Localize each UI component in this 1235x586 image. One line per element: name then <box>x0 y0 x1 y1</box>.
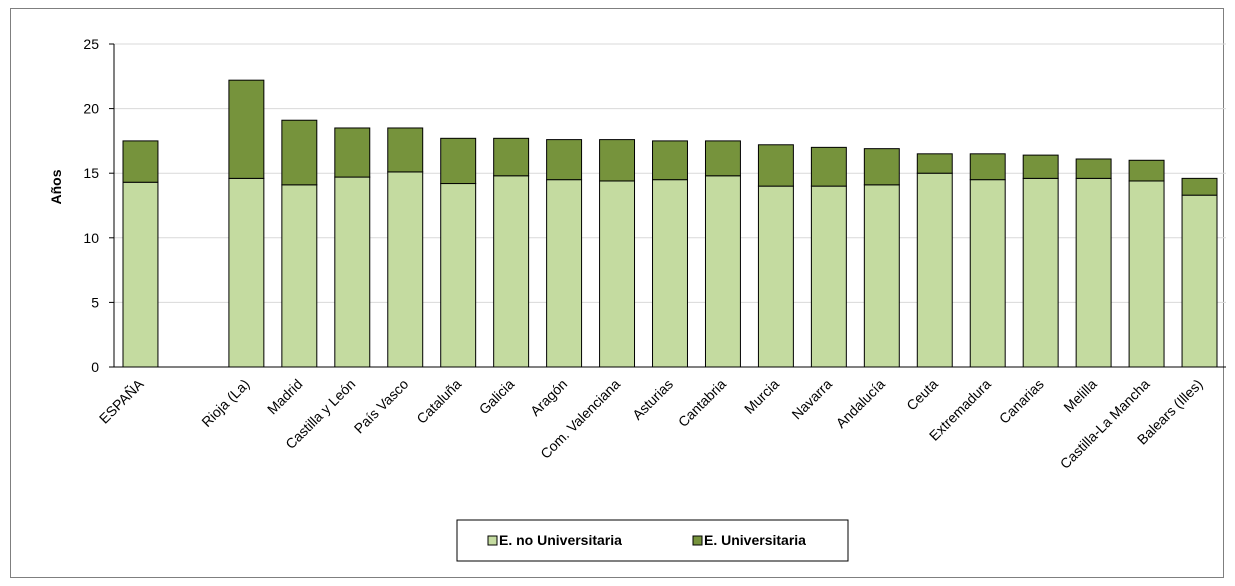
bars <box>122 79 1218 368</box>
bar-castilla-y-leon-e-universitaria <box>334 127 371 178</box>
bar-castilla-y-leon-e-no-universitaria <box>334 176 371 368</box>
bar-balears-illes-e-no-universitaria <box>1181 194 1218 368</box>
bar-navarra-e-universitaria <box>810 146 847 187</box>
x-tick-label-navarra: Navarra <box>788 376 835 423</box>
bar-com-valenciana-e-no-universitaria <box>599 180 636 368</box>
bar-espana-e-no-universitaria <box>122 181 159 368</box>
x-tick-label-cataluna: Cataluña <box>413 376 464 427</box>
bar-pais-vasco-e-universitaria <box>387 127 424 173</box>
y-tick-label-5: 5 <box>91 294 99 310</box>
bar-rioja-la-e-universitaria <box>228 79 265 179</box>
x-tick-label-galicia: Galicia <box>476 376 518 418</box>
legend: E. no Universitaria E. Universitaria <box>456 519 849 562</box>
bar-castilla-la-mancha-e-universitaria <box>1128 159 1165 182</box>
bar-rioja-la-e-no-universitaria <box>228 177 265 368</box>
bar-galicia-e-no-universitaria <box>493 175 530 368</box>
bar-madrid-e-no-universitaria <box>281 184 318 368</box>
bar-andalucia-e-universitaria <box>863 148 900 186</box>
bar-com-valenciana-e-universitaria <box>599 139 636 182</box>
y-axis-title: Años <box>48 169 64 204</box>
x-tick-label-cantabria: Cantabria <box>675 376 729 430</box>
legend-swatch-e-universitaria <box>692 535 703 546</box>
x-tick-label-rioja-la: Rioja (La) <box>198 376 252 430</box>
legend-label-e-universitaria: E. Universitaria <box>704 532 806 548</box>
bar-navarra-e-no-universitaria <box>810 185 847 368</box>
y-tick-label-0: 0 <box>91 359 99 375</box>
y-tick-label-25: 25 <box>83 36 99 52</box>
bar-espana-e-universitaria <box>122 140 159 183</box>
bar-asturias-e-universitaria <box>652 140 688 181</box>
axes <box>109 43 1226 368</box>
bar-melilla-e-universitaria <box>1075 158 1112 179</box>
bar-extremadura-e-universitaria <box>969 153 1006 181</box>
bar-madrid-e-universitaria <box>281 119 318 186</box>
x-tick-label-espana: ESPAÑA <box>96 375 147 426</box>
bar-andalucia-e-no-universitaria <box>863 184 900 368</box>
x-tick-label-asturias: Asturias <box>629 376 676 423</box>
y-tick-label-10: 10 <box>83 230 99 246</box>
bar-ceuta-e-universitaria <box>916 153 953 174</box>
bar-ceuta-e-no-universitaria <box>916 172 953 368</box>
bar-cantabria-e-no-universitaria <box>704 175 741 368</box>
bar-castilla-la-mancha-e-no-universitaria <box>1128 180 1165 368</box>
legend-swatch-e-no-universitaria <box>487 535 498 546</box>
bar-murcia-e-no-universitaria <box>757 185 794 368</box>
x-tick-label-castilla-la-mancha: Castilla-La Mancha <box>1057 376 1153 472</box>
x-tick-label-madrid: Madrid <box>264 376 306 418</box>
bar-aragon-e-no-universitaria <box>546 179 583 368</box>
x-tick-label-andalucia: Andalucía <box>833 376 888 431</box>
y-tick-label-15: 15 <box>83 165 99 181</box>
bar-balears-illes-e-universitaria <box>1181 177 1218 196</box>
bar-melilla-e-no-universitaria <box>1075 177 1112 368</box>
bar-cataluna-e-no-universitaria <box>440 183 477 368</box>
bar-aragon-e-universitaria <box>546 139 583 181</box>
x-tick-label-canarias: Canarias <box>996 376 1047 427</box>
x-tick-label-melilla: Melilla <box>1060 376 1100 416</box>
bar-canarias-e-universitaria <box>1022 154 1059 179</box>
bar-galicia-e-universitaria <box>493 137 530 177</box>
x-tick-label-pais-vasco: País Vasco <box>351 376 412 437</box>
bar-asturias-e-no-universitaria <box>652 179 688 368</box>
x-tick-label-ceuta: Ceuta <box>903 376 941 414</box>
bar-canarias-e-no-universitaria <box>1022 177 1059 368</box>
x-tick-label-murcia: Murcia <box>741 376 782 417</box>
bar-cataluna-e-universitaria <box>440 137 477 185</box>
bar-pais-vasco-e-no-universitaria <box>387 171 424 368</box>
bar-murcia-e-universitaria <box>757 144 794 187</box>
bar-cantabria-e-universitaria <box>704 140 741 177</box>
legend-label-e-no-universitaria: E. no Universitaria <box>499 532 622 548</box>
bar-extremadura-e-no-universitaria <box>969 179 1006 368</box>
y-tick-label-20: 20 <box>83 101 99 117</box>
legend-box <box>456 519 849 562</box>
x-tick-label-aragon: Aragón <box>527 376 570 419</box>
